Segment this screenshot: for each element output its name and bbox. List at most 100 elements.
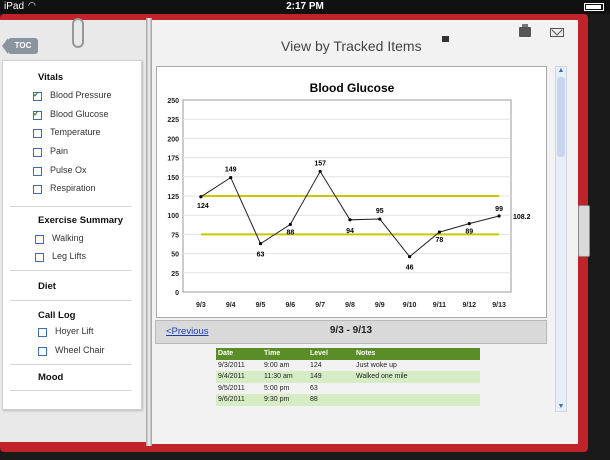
- item-label-respiration[interactable]: Respiration: [50, 183, 96, 193]
- section-title-mood[interactable]: Mood: [38, 372, 64, 383]
- x-tick-label: 9/10: [403, 302, 417, 309]
- table-cell: 9/3/2011: [218, 361, 245, 369]
- data-point: [437, 230, 442, 234]
- scroll-up-icon[interactable]: ▲: [557, 67, 565, 74]
- y-tick-label: 150: [167, 175, 179, 182]
- x-tick-label: 9/8: [345, 302, 355, 309]
- checkbox-blood-glucose[interactable]: [33, 109, 42, 120]
- table-header-row: Date Time Level Notes: [216, 348, 480, 360]
- table-row: 9/4/2011 11:30 am 149 Walked one mile: [216, 371, 480, 383]
- y-tick-label: 25: [171, 271, 179, 278]
- status-time: 2:17 PM: [286, 1, 324, 12]
- checkbox-wheel-chair[interactable]: [38, 347, 47, 356]
- y-tick-label: 200: [167, 136, 179, 143]
- carrier-label: iPad: [4, 1, 25, 12]
- section-divider: [10, 300, 132, 301]
- data-point: [408, 255, 412, 259]
- checkbox-temperature[interactable]: [33, 129, 42, 138]
- item-label-blood-glucose[interactable]: Blood Glucose: [50, 109, 109, 119]
- table-cell: 88: [310, 396, 318, 403]
- table-header-cell: Time: [264, 350, 281, 357]
- table-cell: 63: [310, 384, 318, 392]
- x-tick-label: 9/5: [256, 302, 266, 309]
- item-label-wheel-chair[interactable]: Wheel Chair: [55, 345, 105, 355]
- table-cell: 11:30 am: [264, 373, 293, 380]
- item-label-blood-pressure[interactable]: Blood Pressure: [50, 90, 112, 100]
- table-header-cell: Notes: [356, 350, 376, 357]
- x-tick-label: 9/6: [285, 302, 295, 309]
- checkbox-walking[interactable]: [35, 235, 44, 244]
- item-label-hoyer-lift[interactable]: Hoyer Lift: [55, 326, 94, 336]
- data-label: 46: [406, 265, 414, 272]
- item-label-pulse-ox[interactable]: Pulse Ox: [50, 165, 87, 175]
- checkbox-respiration[interactable]: [33, 185, 42, 194]
- status-bar: iPad ◠ 2:17 PM: [0, 0, 610, 14]
- chart-title: Blood Glucose: [310, 81, 395, 95]
- x-tick-label: 9/3: [196, 302, 206, 309]
- table-cell: 9/6/2011: [218, 396, 245, 403]
- data-label: 124: [197, 203, 209, 210]
- table-cell: Just woke up: [356, 361, 397, 369]
- checkbox-leg-lifts[interactable]: [35, 253, 44, 262]
- wifi-icon: ◠: [28, 0, 36, 10]
- readings-table: Date Time Level Notes 9/3/2011 9:00 am 124 Just…: [216, 348, 480, 406]
- table-row: 9/3/2011 9:00 am 124 Just woke up: [216, 360, 480, 372]
- data-point: [378, 217, 382, 221]
- date-range-nav: <Previous 9/3 - 9/13: [155, 320, 547, 344]
- data-point: [348, 218, 352, 222]
- data-label: 88: [286, 229, 294, 236]
- data-label: 99: [495, 206, 503, 213]
- table-cell: Walked one mile: [356, 373, 408, 380]
- toc-button[interactable]: TOC: [2, 38, 38, 54]
- checkbox-pulse-ox[interactable]: [33, 167, 42, 176]
- chart-panel: Blood Glucose 0 25 50 75 100 125 150 175 200 225 25…: [156, 66, 547, 318]
- data-label: 95: [376, 208, 384, 215]
- y-tick-label: 50: [171, 252, 179, 259]
- scroll-down-icon[interactable]: ▼: [557, 403, 565, 410]
- item-label-walking[interactable]: Walking: [52, 233, 84, 243]
- y-tick-label: 100: [167, 213, 179, 220]
- data-point: [318, 169, 322, 174]
- checkbox-hoyer-lift[interactable]: [38, 328, 47, 337]
- previous-link[interactable]: <Previous: [166, 326, 209, 337]
- dropdown-icon[interactable]: [442, 36, 449, 42]
- item-label-leg-lifts[interactable]: Leg Lifts: [52, 251, 87, 261]
- print-icon[interactable]: [519, 24, 531, 37]
- table-cell: 9/4/2011: [218, 373, 245, 380]
- item-label-temperature[interactable]: Temperature: [50, 127, 101, 137]
- x-tick-label: 9/4: [226, 302, 236, 309]
- table-row: 9/5/2011 5:00 pm 63: [216, 383, 480, 395]
- item-label-pain[interactable]: Pain: [50, 146, 69, 156]
- blood-glucose-chart: Blood Glucose 0 25 50 75 100 125 150 175 200 225 25…: [167, 81, 530, 309]
- checkbox-pain[interactable]: [33, 148, 42, 157]
- binder-spine: [146, 18, 152, 446]
- x-tick-label: 9/13: [492, 302, 506, 309]
- data-label: 78: [436, 237, 444, 244]
- x-tick-label: 9/11: [433, 302, 446, 309]
- tracked-items-panel: [2, 60, 142, 410]
- y-tick-label: 125: [167, 194, 179, 201]
- section-title-call-log: Call Log: [38, 310, 76, 321]
- y-tick-label: 250: [167, 98, 179, 105]
- checkbox-blood-pressure[interactable]: [33, 90, 42, 101]
- scroll-thumb[interactable]: [557, 77, 565, 157]
- mail-icon[interactable]: [550, 28, 564, 37]
- table-row: 9/6/2011 9:30 pm 88: [216, 394, 480, 406]
- table-header-cell: Date: [218, 350, 234, 357]
- table-cell: 5:00 pm: [264, 384, 290, 392]
- section-divider: [10, 390, 132, 391]
- section-title-exercise-summary: Exercise Summary: [38, 215, 124, 226]
- data-point: [199, 195, 203, 199]
- page-tab-handle[interactable]: [578, 205, 590, 257]
- x-tick-label: 9/9: [375, 302, 385, 309]
- date-range-label: 9/3 - 9/13: [329, 325, 373, 336]
- section-title-diet[interactable]: Diet: [38, 281, 56, 292]
- section-title-vitals: Vitals: [38, 72, 64, 83]
- vertical-scrollbar[interactable]: ▲ ▼: [555, 66, 567, 412]
- table-cell: 9:00 am: [264, 361, 290, 369]
- table-header-cell: Level: [310, 350, 328, 357]
- series-line: [200, 170, 500, 258]
- page-title: View by Tracked Items: [281, 38, 422, 54]
- battery-icon: [584, 3, 604, 11]
- table-cell: 9/5/2011: [218, 384, 245, 392]
